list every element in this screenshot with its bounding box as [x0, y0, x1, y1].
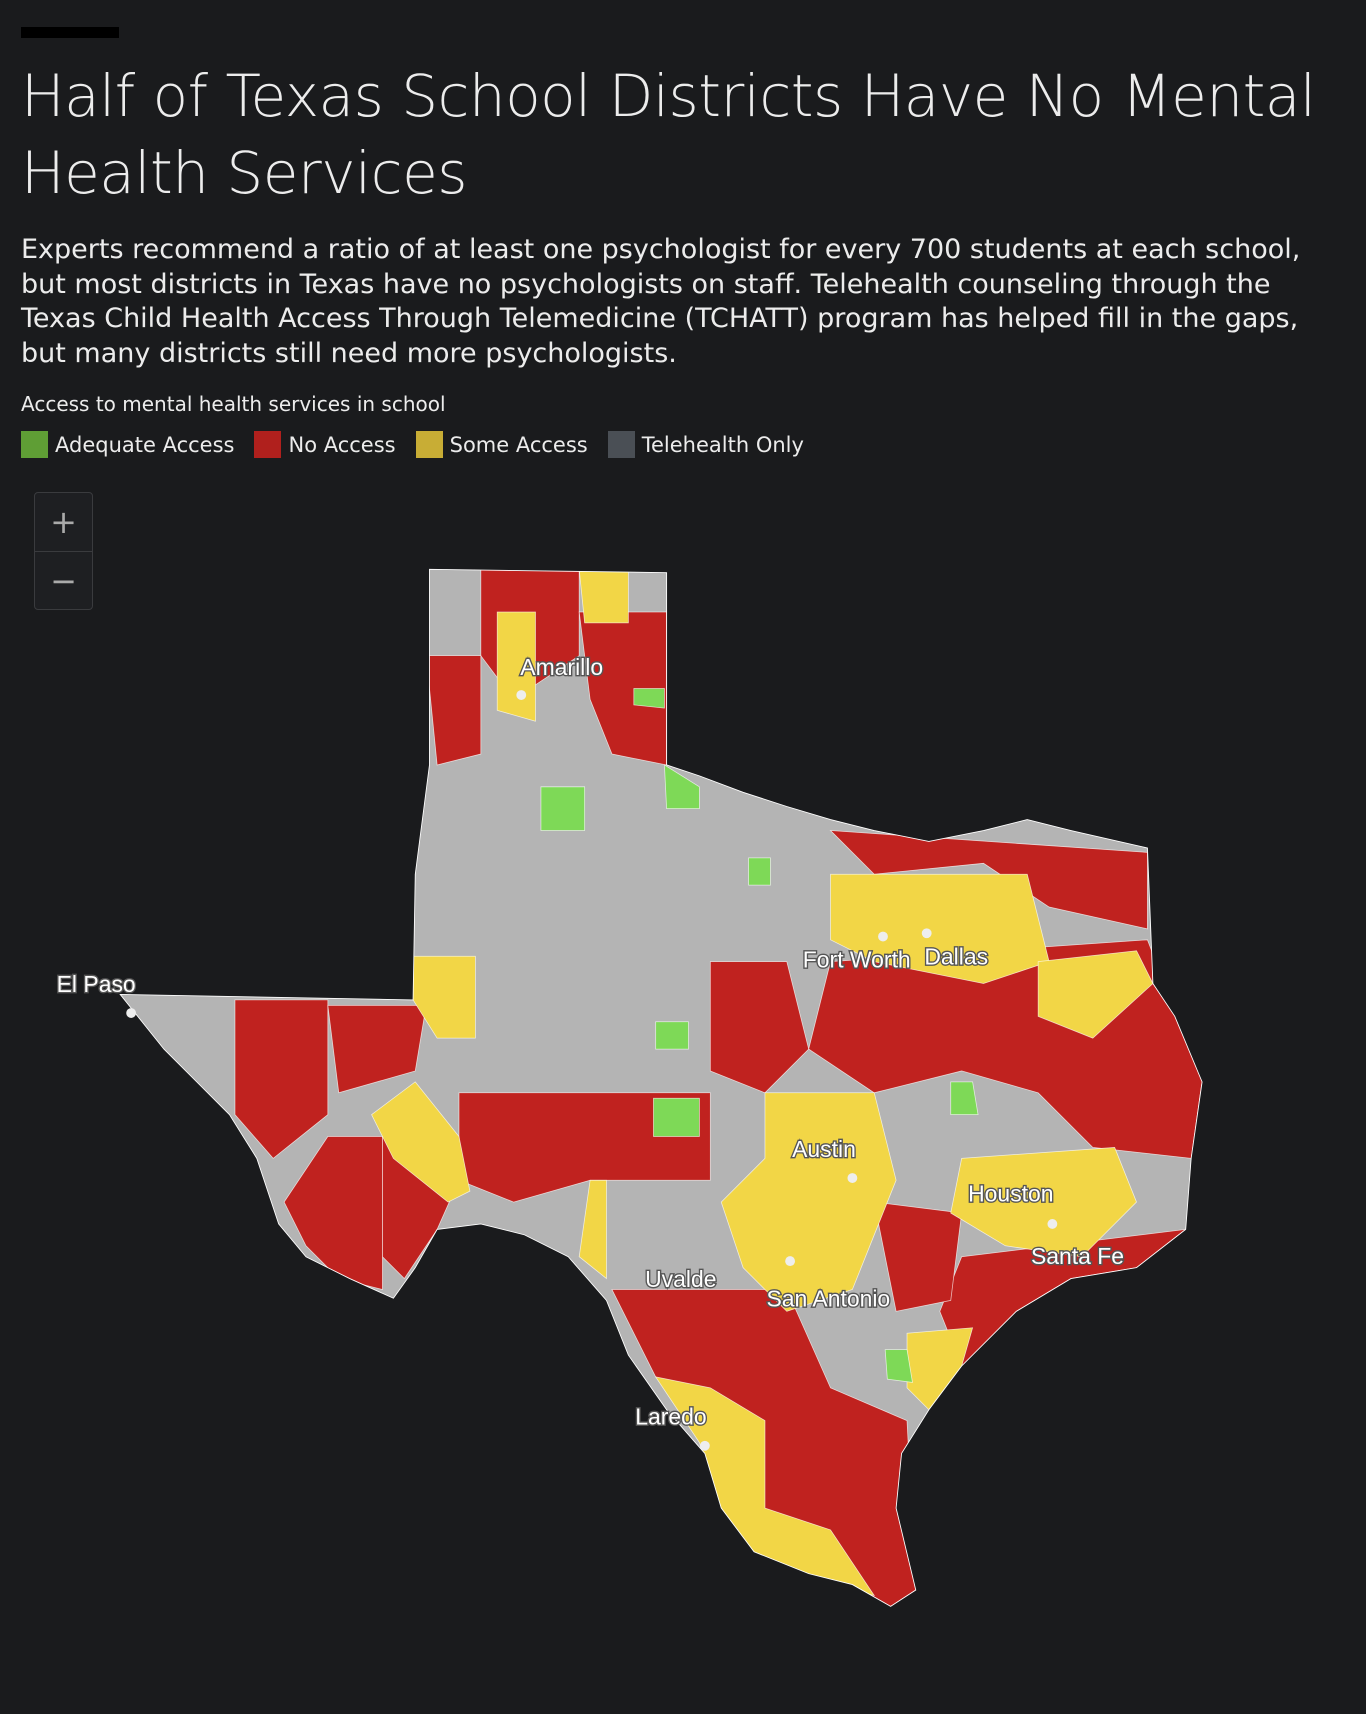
city-label: Fort Worth [803, 947, 911, 973]
city-dot [126, 1008, 137, 1018]
zoom-out[interactable]: − [50, 562, 77, 600]
texas: Amarillo El Paso Fort Worth Dallas Austin Hou… [55, 568, 1203, 1607]
city-dot [1047, 1219, 1058, 1229]
legend-swatch [415, 431, 443, 458]
city-dot [699, 1440, 710, 1451]
legend-swatch [607, 431, 635, 458]
legend-title: Access to mental health services in scho… [21, 392, 446, 416]
zoom-in[interactable]: + [35, 493, 92, 552]
city-label: Austin [792, 1136, 856, 1162]
city-label: Amarillo [520, 654, 603, 680]
city-label: Santa Fe [1031, 1243, 1124, 1269]
legend-swatch [254, 431, 282, 458]
legend-label: Adequate Access [55, 432, 235, 457]
city-dot [921, 928, 932, 939]
city-dot [847, 1173, 858, 1183]
city-dot [878, 931, 888, 942]
city-label: San Antonio [766, 1285, 890, 1311]
legend-item: Adequate Access [21, 431, 234, 458]
zoom-control: + − [34, 492, 93, 610]
title: Half of Texas School Districts Have No M… [21, 62, 1316, 207]
description: Experts recommend a ratio of at least on… [21, 234, 1301, 369]
city-label: El Paso [57, 971, 136, 997]
legend-swatch [21, 431, 48, 458]
legend-label: Some Access [449, 432, 588, 457]
city-label: Dallas [924, 943, 988, 969]
legend-label: No Access [288, 432, 396, 457]
city-label: Houston [968, 1181, 1053, 1207]
legend-item: Telehealth Only [607, 431, 804, 458]
legend-item: Some Access [415, 431, 588, 458]
city-label: Laredo [635, 1404, 706, 1430]
city-dot [516, 690, 527, 700]
city-dot [785, 1256, 796, 1267]
legend: Adequate Access No Access Some Access Teleh… [21, 431, 804, 458]
legend-label: Telehealth Only [641, 432, 804, 457]
legend-item: No Access [254, 431, 396, 458]
city-label: Uvalde [645, 1266, 716, 1292]
header-bar [21, 27, 119, 38]
